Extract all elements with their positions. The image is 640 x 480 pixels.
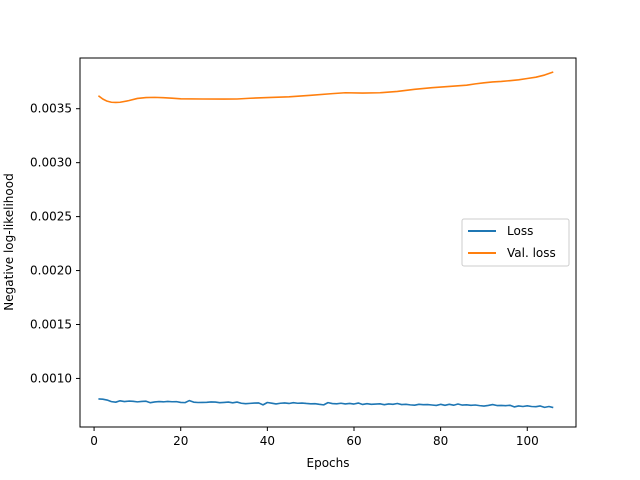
x-axis-label: Epochs (307, 456, 350, 470)
x-tick-label: 100 (516, 434, 539, 448)
y-tick-label: 0.0035 (30, 102, 72, 116)
legend-label-loss: Loss (507, 224, 533, 238)
x-tick-label: 80 (433, 434, 448, 448)
y-axis-label: Negative log-likelihood (2, 173, 16, 310)
y-tick-label: 0.0015 (30, 318, 72, 332)
y-tick-label: 0.0025 (30, 210, 72, 224)
x-tick-label: 60 (346, 434, 361, 448)
plot-area (97, 71, 554, 409)
axes-frame (79, 57, 577, 428)
x-tick-label: 0 (90, 434, 98, 448)
legend-label-val-loss: Val. loss (507, 246, 556, 260)
series-line-val-loss (97, 71, 554, 104)
y-tick-label: 0.0020 (30, 264, 72, 278)
y-tick-label: 0.0010 (30, 371, 72, 385)
x-tick-label: 40 (260, 434, 275, 448)
legend: Loss Val. loss (461, 218, 570, 267)
x-axis-ticks: 0 20 40 60 80 100 (90, 427, 539, 448)
y-tick-label: 0.0030 (30, 156, 72, 170)
x-tick-label: 20 (173, 434, 188, 448)
series-line-loss (98, 398, 554, 409)
y-axis-ticks: 0.0010 0.0015 0.0020 0.0025 0.0030 0.0035 (30, 102, 80, 385)
